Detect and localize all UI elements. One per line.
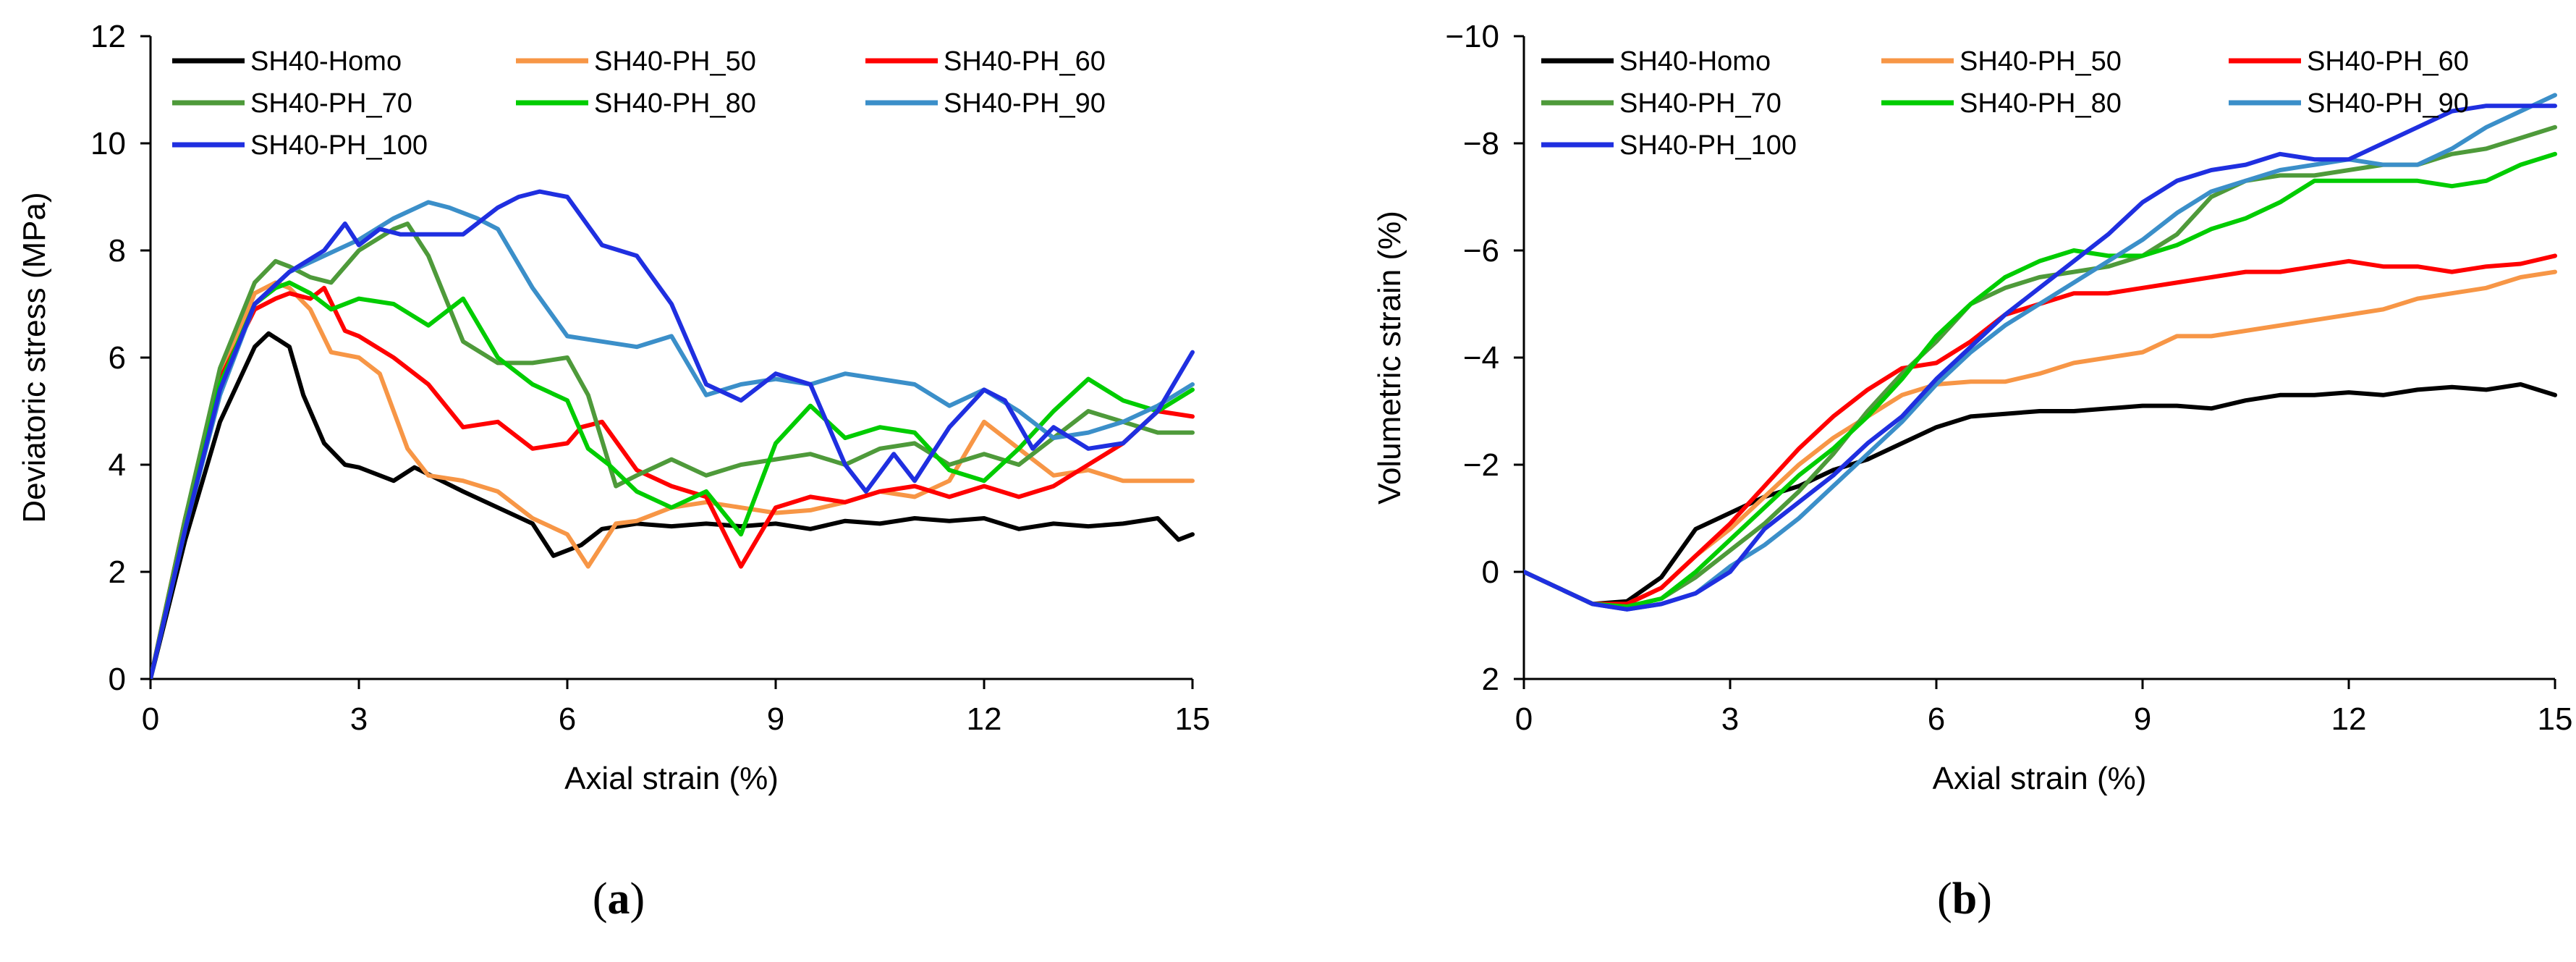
series-line-sh40-ph-90 (1524, 93, 2557, 612)
legend-label: SH40-PH_50 (594, 46, 756, 77)
y-tick-label: 6 (109, 340, 126, 376)
x-tick-label: 0 (1515, 701, 1533, 737)
y-tick-label: 2 (1482, 662, 1499, 697)
legend-label: SH40-Homo (1619, 46, 1771, 77)
series-line-sh40-ph-100 (151, 189, 1195, 679)
legend-label: SH40-PH_90 (2307, 88, 2469, 119)
y-tick-label: 4 (109, 447, 126, 483)
legend-item: SH40-PH_60 (865, 46, 1106, 77)
y-tick-label: −8 (1463, 126, 1499, 161)
series-line-sh40-ph-90 (151, 200, 1195, 679)
y-tick-label: −6 (1463, 233, 1499, 269)
y-tick-label: 0 (1482, 554, 1499, 590)
y-tick-label: 10 (90, 126, 126, 161)
series-lines (151, 189, 1195, 679)
legend-item: SH40-Homo (1541, 46, 1771, 77)
legend-label: SH40-PH_50 (1959, 46, 2122, 77)
y-axis-title: Volumetric strain (%) (1372, 211, 1407, 505)
x-axis-title: Axial strain (%) (564, 761, 779, 796)
legend-label: SH40-PH_60 (2307, 46, 2469, 77)
legend-label: SH40-PH_100 (250, 130, 428, 161)
y-tick-label: 12 (90, 19, 126, 54)
legend-label: SH40-PH_90 (944, 88, 1106, 119)
y-tick-label: 2 (109, 554, 126, 590)
x-axis-title: Axial strain (%) (1933, 761, 2147, 796)
legend-label: SH40-PH_80 (594, 88, 756, 119)
x-tick-label: 9 (2134, 701, 2151, 737)
legend-label: SH40-PH_80 (1959, 88, 2122, 119)
legend-item: SH40-PH_100 (1541, 130, 1797, 161)
legend-item: SH40-PH_90 (865, 88, 1106, 119)
legend-item: SH40-PH_70 (172, 88, 412, 119)
series-line-sh40-ph-60 (151, 285, 1195, 679)
legend-item: SH40-PH_60 (2229, 46, 2469, 77)
x-tick-label: 6 (1928, 701, 1945, 737)
series-line-sh40-homo (1524, 382, 2557, 607)
legend-item: SH40-PH_90 (2229, 88, 2469, 119)
panel-label: (a) (593, 874, 645, 924)
x-tick-label: 6 (559, 701, 576, 737)
legend-item: SH40-PH_100 (172, 130, 428, 161)
x-tick-label: 15 (1175, 701, 1211, 737)
series-line-sh40-ph-100 (1524, 104, 2557, 612)
y-tick-label: 0 (109, 662, 126, 697)
legend-label: SH40-PH_100 (1619, 130, 1797, 161)
x-tick-label: 12 (2331, 701, 2367, 737)
y-tick-label: −2 (1463, 447, 1499, 483)
y-tick-label: −10 (1445, 19, 1499, 54)
y-tick-label: −4 (1463, 340, 1499, 376)
x-tick-label: 9 (767, 701, 784, 737)
legend-label: SH40-PH_60 (944, 46, 1106, 77)
legend-item: SH40-PH_50 (516, 46, 756, 77)
x-tick-label: 0 (142, 701, 159, 737)
legend-item: SH40-PH_80 (1881, 88, 2122, 119)
legend-label: SH40-PH_70 (1619, 88, 1781, 119)
series-line-sh40-ph-80 (151, 280, 1195, 679)
series-line-sh40-homo (151, 331, 1195, 679)
x-tick-label: 3 (350, 701, 368, 737)
legend-label: SH40-Homo (250, 46, 402, 77)
series-line-sh40-ph-50 (151, 280, 1195, 679)
legend: SH40-Homo SH40-PH_50 SH40-PH_60 SH40-PH_70 S… (1541, 46, 2469, 161)
legend: SH40-Homo SH40-PH_50 SH40-PH_60 SH40-PH_70 S… (172, 46, 1106, 161)
series-line-sh40-ph-70 (151, 221, 1195, 679)
series-line-sh40-ph-70 (1524, 125, 2557, 609)
panel-a-chart: 0 3 6 9 12 15 0 2 4 6 8 10 12 Axial strain (%) Deviato… (17, 19, 1210, 924)
legend-item: SH40-PH_70 (1541, 88, 1781, 119)
y-axis-title: Deviatoric stress (MPa) (17, 192, 52, 523)
legend-item: SH40-PH_80 (516, 88, 756, 119)
y-tick-label: 8 (109, 233, 126, 269)
x-tick-label: 12 (967, 701, 1002, 737)
legend-item: SH40-Homo (172, 46, 402, 77)
series-line-sh40-ph-80 (1524, 151, 2557, 609)
legend-label: SH40-PH_70 (250, 88, 412, 119)
x-tick-label: 15 (2538, 701, 2573, 737)
series-lines (1524, 93, 2557, 612)
x-tick-label: 3 (1721, 701, 1739, 737)
legend-item: SH40-PH_50 (1881, 46, 2122, 77)
panel-label: (b) (1937, 874, 1992, 924)
